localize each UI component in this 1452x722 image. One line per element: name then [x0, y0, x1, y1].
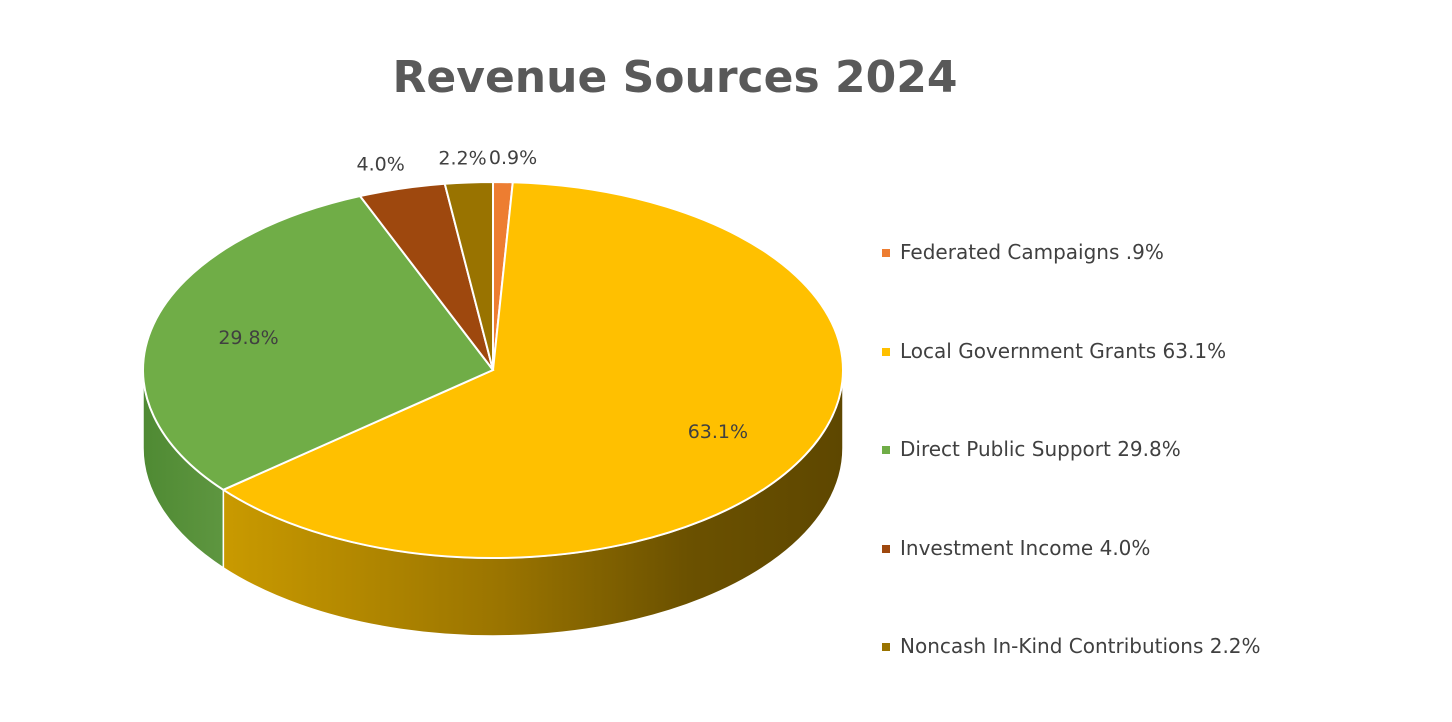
pie-slice-4	[443, 180, 494, 371]
pie-data-labels: 0.9% 63.1% 29.8% 4.0% 2.2%	[218, 147, 748, 443]
data-label-4: 2.2%	[438, 147, 486, 169]
legend-label: Noncash In-Kind Contributions 2.2%	[900, 634, 1261, 658]
legend-swatch	[882, 643, 890, 651]
legend-swatch	[882, 347, 890, 356]
chart-title: Revenue Sources 2024	[392, 52, 958, 103]
legend-swatch	[882, 544, 890, 553]
data-label-2: 29.8%	[218, 327, 278, 349]
legend-label: Direct Public Support 29.8%	[900, 437, 1181, 461]
pie-slice-1	[221, 181, 844, 560]
legend-swatch	[882, 446, 890, 454]
data-label-1: 63.1%	[688, 421, 748, 443]
legend-label: Federated Campaigns .9%	[900, 240, 1164, 264]
legend-label: Local Government Grants 63.1%	[900, 338, 1227, 363]
data-label-3: 4.0%	[357, 154, 405, 176]
legend-swatch	[882, 249, 890, 257]
pie-slice-2	[142, 194, 495, 491]
legend-label: Investment Income 4.0%	[900, 535, 1151, 560]
data-label-0: 0.9%	[489, 147, 537, 169]
pie-top-slices	[142, 180, 844, 560]
